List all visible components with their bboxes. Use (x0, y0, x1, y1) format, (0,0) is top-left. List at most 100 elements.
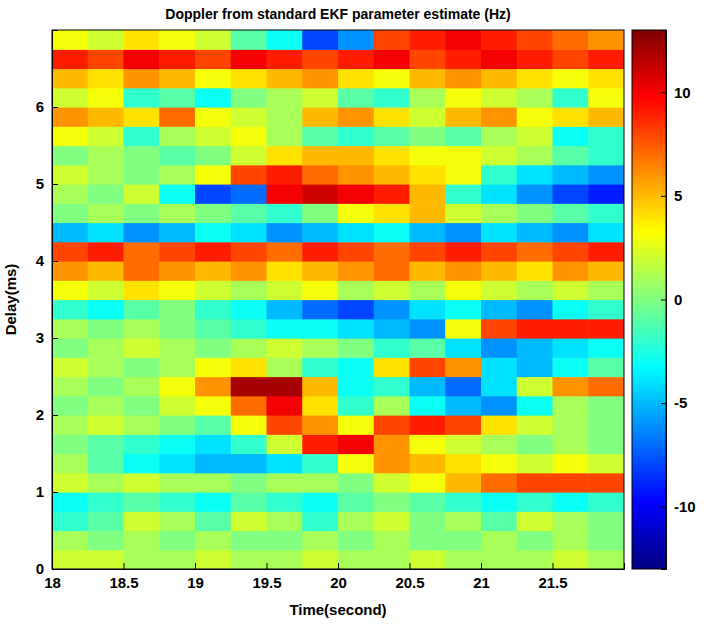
cell (338, 377, 374, 397)
cell (159, 357, 195, 377)
x-axis-title: Time(second) (289, 601, 386, 618)
cell (267, 165, 303, 185)
colorbar (632, 30, 666, 569)
tick-label: 18 (44, 574, 61, 591)
cell (267, 415, 303, 435)
cell (410, 338, 446, 358)
cell (267, 396, 303, 416)
tick-mark (52, 338, 58, 339)
tick-label: 3 (36, 329, 44, 346)
cell (124, 550, 160, 569)
cell (445, 338, 481, 358)
cell (374, 69, 410, 89)
cell (88, 88, 124, 108)
cell (481, 511, 517, 531)
cell (588, 69, 624, 89)
cell (553, 338, 589, 358)
cell (553, 434, 589, 454)
zticks-axis: -10-50510 (661, 31, 696, 570)
cell (481, 492, 517, 512)
cell (445, 415, 481, 435)
cell (195, 531, 231, 551)
cell (159, 242, 195, 262)
cell (195, 261, 231, 281)
cell (338, 49, 374, 69)
cell (267, 454, 303, 474)
cell (410, 146, 446, 166)
cell (88, 223, 124, 243)
cell (481, 30, 517, 50)
cell (481, 146, 517, 166)
cell (52, 184, 88, 204)
heatmap-cells (52, 30, 624, 569)
chart: 1818.51919.52020.52121.50123456Doppler f… (0, 0, 716, 625)
cell (231, 434, 267, 454)
cell (159, 30, 195, 50)
cell (302, 49, 338, 69)
cell (338, 261, 374, 281)
cell (231, 107, 267, 127)
cell (374, 434, 410, 454)
tick-mark (195, 563, 196, 569)
cell (445, 203, 481, 223)
cell (88, 338, 124, 358)
cell (52, 203, 88, 223)
tick-mark (52, 107, 58, 108)
cell (517, 300, 553, 320)
cell (195, 126, 231, 146)
cell (88, 165, 124, 185)
cell (159, 88, 195, 108)
cell (338, 165, 374, 185)
cell (88, 69, 124, 89)
cell (302, 223, 338, 243)
cell (88, 126, 124, 146)
cell (374, 203, 410, 223)
cell (481, 184, 517, 204)
cell (553, 377, 589, 397)
cell (445, 531, 481, 551)
cell (374, 492, 410, 512)
tick-mark (661, 300, 666, 301)
cell (410, 434, 446, 454)
tick: -10 (661, 498, 696, 515)
cell (195, 69, 231, 89)
cell (445, 69, 481, 89)
cell (445, 550, 481, 569)
tick: 10 (661, 83, 691, 100)
cell (481, 88, 517, 108)
cell (553, 531, 589, 551)
cell (481, 223, 517, 243)
cell (338, 531, 374, 551)
cell (195, 280, 231, 300)
cell (124, 338, 160, 358)
cell (88, 357, 124, 377)
cell (195, 203, 231, 223)
cell (159, 300, 195, 320)
cell (445, 377, 481, 397)
cell (445, 511, 481, 531)
cell (517, 357, 553, 377)
cell (517, 396, 553, 416)
cell (481, 107, 517, 127)
cell (410, 357, 446, 377)
cell (410, 261, 446, 281)
cell (195, 357, 231, 377)
cell (88, 415, 124, 435)
cell (88, 396, 124, 416)
cell (374, 377, 410, 397)
cell (588, 357, 624, 377)
tick: 0 (36, 560, 58, 577)
cell (588, 531, 624, 551)
cell (195, 454, 231, 474)
cell (231, 69, 267, 89)
cell (302, 531, 338, 551)
cell (445, 280, 481, 300)
cell (588, 511, 624, 531)
cell (410, 184, 446, 204)
cell (374, 531, 410, 551)
cell (231, 357, 267, 377)
cell (302, 203, 338, 223)
cell (374, 261, 410, 281)
cell (410, 88, 446, 108)
cell (445, 300, 481, 320)
